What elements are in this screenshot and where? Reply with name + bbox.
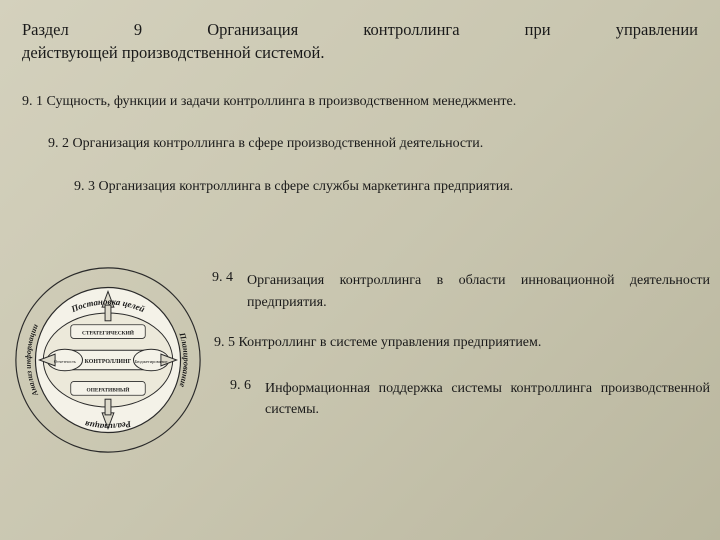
section-9-5: 9. 5 Контроллинг в системе управления пр… [214, 333, 710, 353]
section-9-6-text: Информационная поддержка системы контрол… [265, 378, 710, 421]
lower-region: Постановка целей Планирование Реализация… [10, 262, 710, 458]
band-top-label: СТРАТЕГИЧЕСКИЙ [82, 329, 135, 337]
section-9-6: 9. 6 Информационная поддержка системы ко… [230, 378, 710, 421]
section-9-4-text: Организация контроллинга в области иннов… [247, 270, 710, 313]
chapter-title: Раздел 9 Организация контроллинга при уп… [0, 0, 720, 64]
section-9-1: 9. 1 Сущность, функции и задачи контролл… [22, 92, 698, 112]
sections-lower: 9. 4 Организация контроллинга в области … [212, 262, 710, 458]
sections-upper: 9. 1 Сущность, функции и задачи контролл… [0, 64, 720, 197]
section-9-4-num: 9. 4 [212, 270, 247, 313]
center-label: КОНТРОЛЛИНГ [85, 359, 132, 365]
title-line-1: Раздел 9 Организация контроллинга при уп… [22, 18, 698, 41]
section-9-3: 9. 3 Организация контроллинга в сфере сл… [74, 177, 698, 197]
side-right-label: Бюджетирование [135, 359, 168, 364]
section-9-6-num: 9. 6 [230, 378, 265, 421]
band-bottom-label: ОПЕРАТИВНЫЙ [87, 385, 131, 393]
controlling-diagram: Постановка целей Планирование Реализация… [10, 262, 206, 458]
section-9-4: 9. 4 Организация контроллинга в области … [212, 270, 710, 313]
side-left-label: Отчетность [54, 359, 76, 364]
section-9-2: 9. 2 Организация контроллинга в сфере пр… [48, 134, 698, 154]
title-line-2: действующей производственной системой. [22, 41, 698, 64]
